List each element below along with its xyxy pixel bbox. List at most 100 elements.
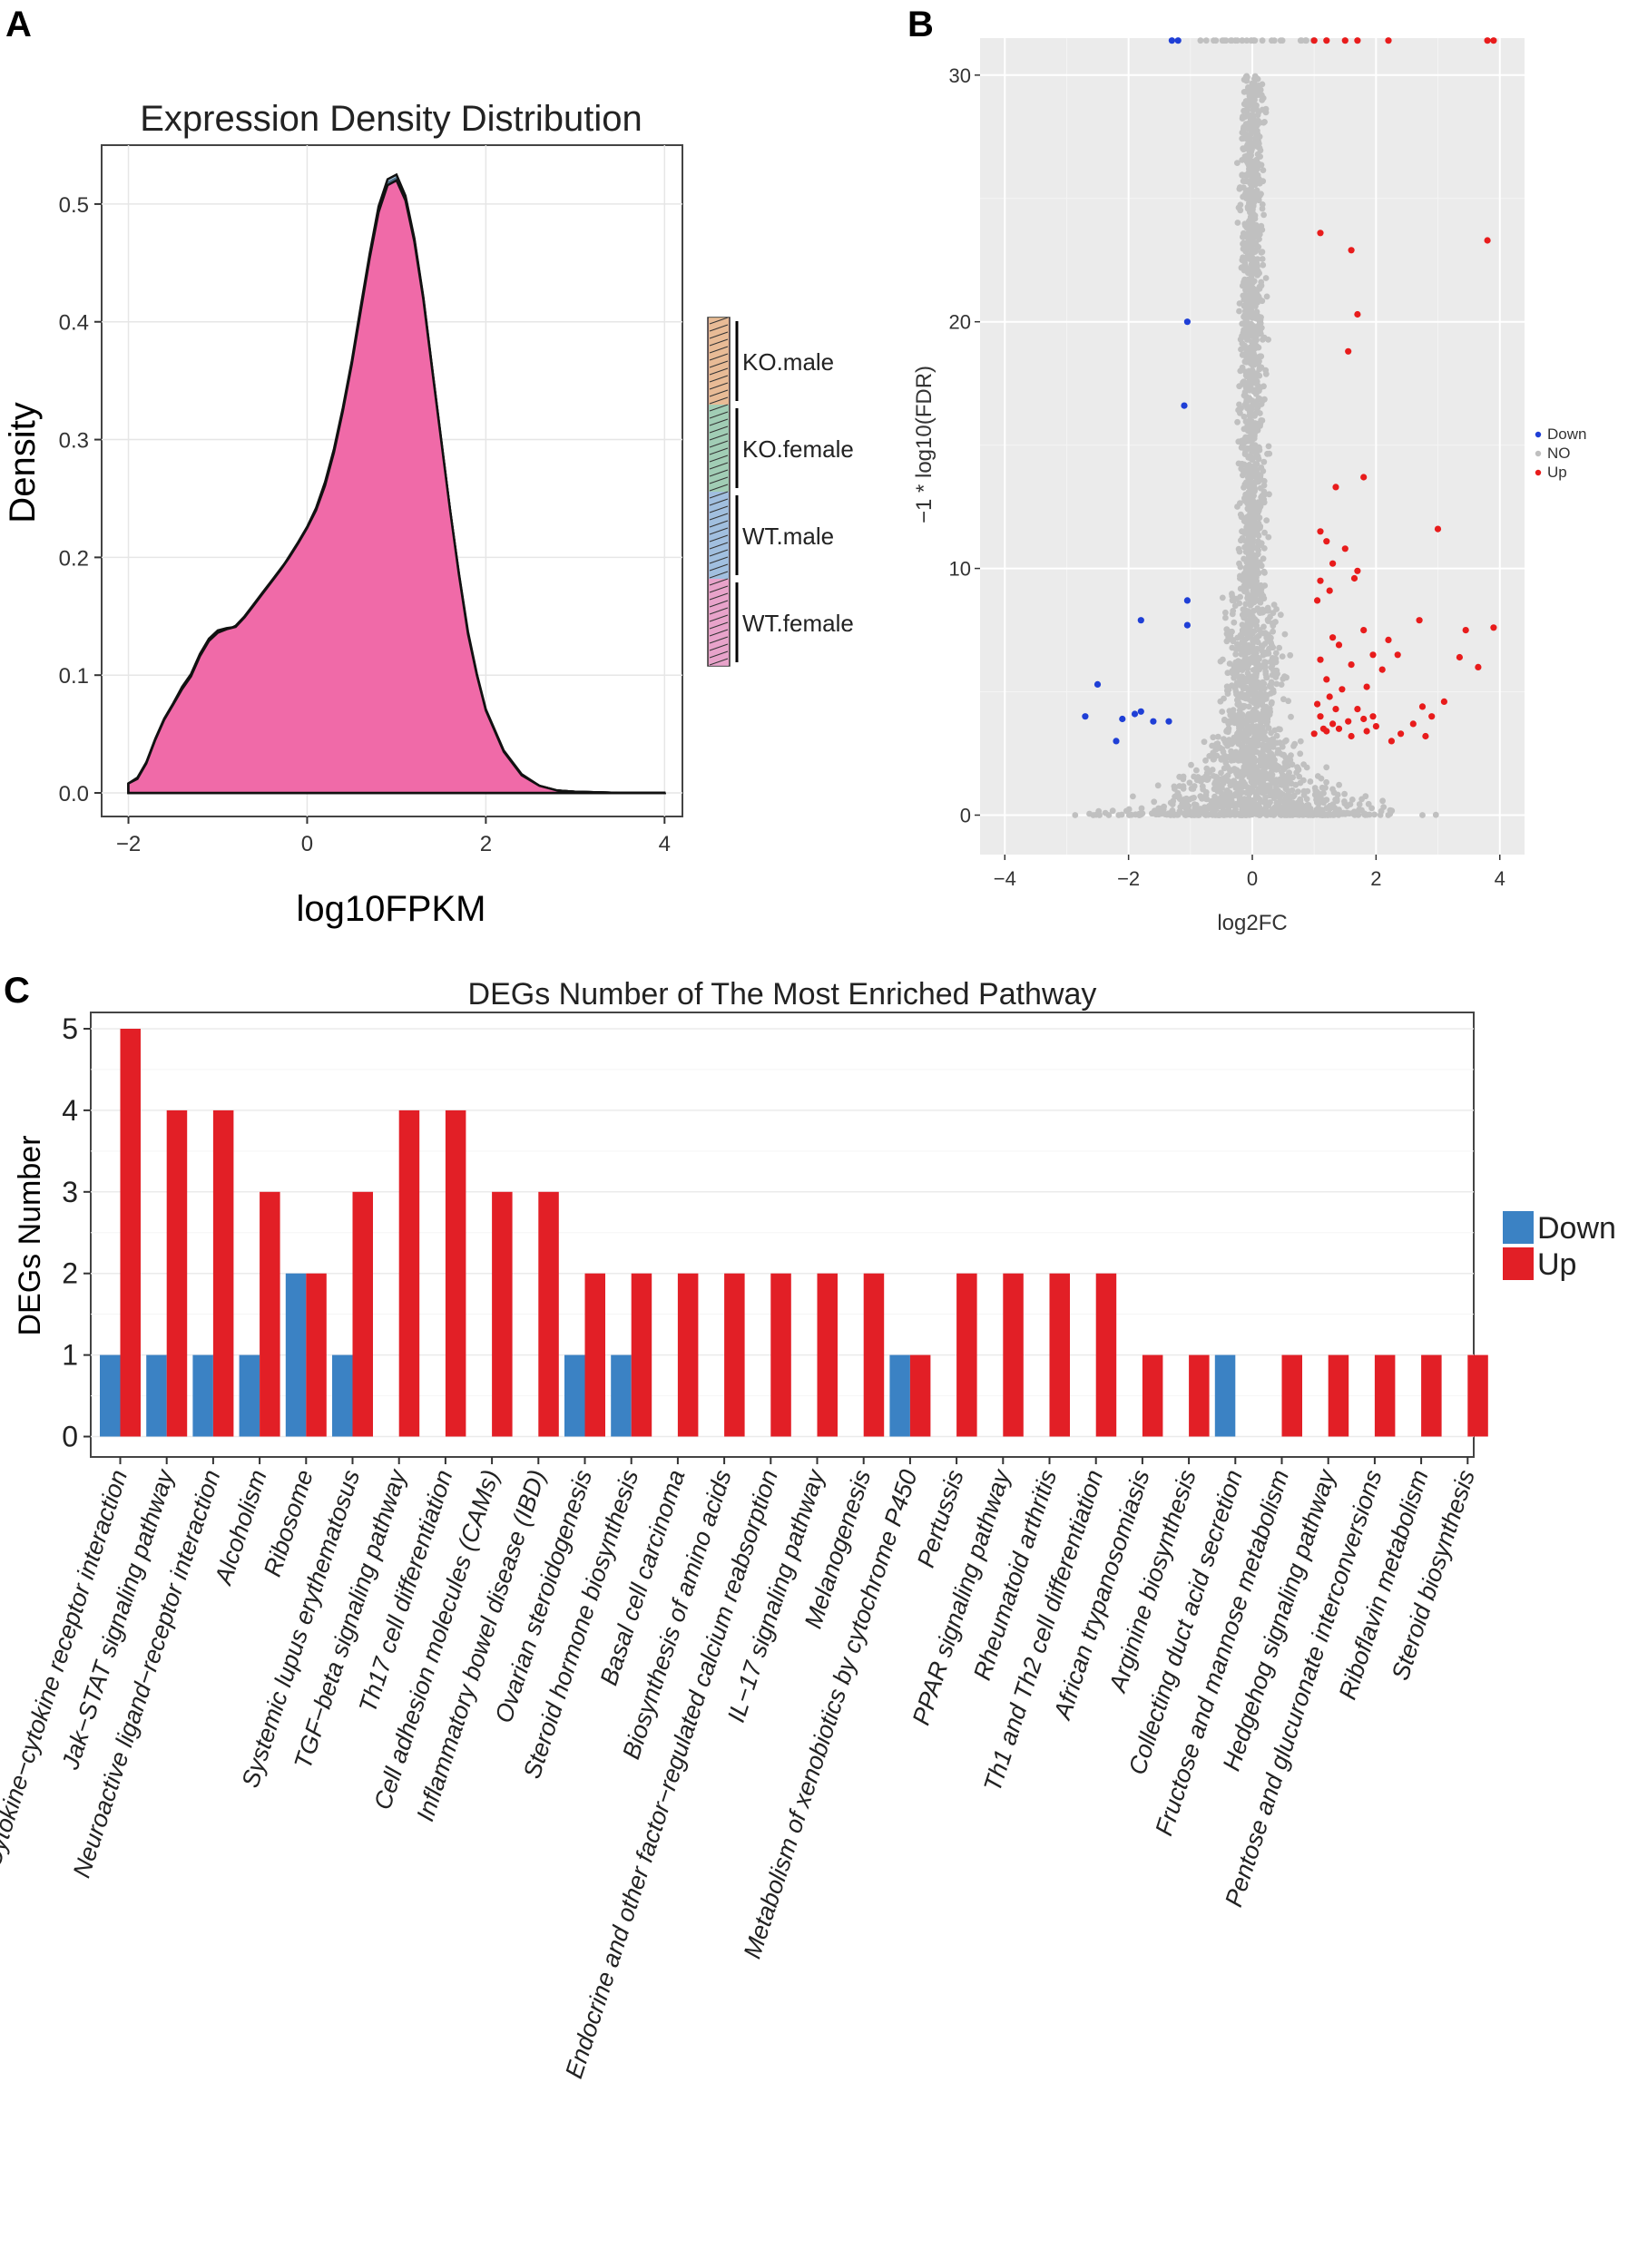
volcano-point-no (1241, 588, 1248, 595)
panel-a-legend-label: WT.female (742, 610, 854, 637)
volcano-point-no (1224, 742, 1231, 749)
volcano-point-up (1317, 577, 1324, 584)
volcano-point-no (1249, 567, 1255, 574)
volcano-point-no (1223, 787, 1230, 794)
volcano-point-no (1244, 479, 1250, 486)
volcano-point-no (1256, 700, 1262, 708)
volcano-point-no (1387, 810, 1394, 817)
volcano-point-no (1252, 390, 1260, 397)
volcano-point-up (1345, 718, 1352, 725)
panel-a-legend-hatch (709, 433, 729, 441)
volcano-point-no (1254, 323, 1261, 330)
panel-b-x-tick-label: 0 (1247, 867, 1258, 890)
volcano-point-no (1240, 472, 1246, 479)
volcano-point-no (1241, 764, 1248, 770)
volcano-point-no (1268, 811, 1275, 818)
volcano-point-no (1220, 755, 1226, 762)
volcano-point-no (1263, 772, 1270, 779)
volcano-point-no (1278, 768, 1285, 776)
panel-a-legend-hatch (709, 360, 729, 368)
volcano-point-no (1300, 761, 1307, 767)
volcano-point-down (1119, 715, 1126, 723)
volcano-point-no (1255, 597, 1262, 604)
volcano-point-no (1250, 667, 1257, 673)
volcano-point-no (1273, 799, 1280, 807)
volcano-point-no (1250, 807, 1257, 815)
volcano-point-up (1369, 651, 1377, 659)
volcano-point-no (1239, 157, 1246, 163)
volcano-point-no (1255, 606, 1262, 613)
volcano-point-no (1241, 806, 1249, 813)
volcano-point-no (1238, 679, 1245, 686)
panel-a-legend-hatch (709, 346, 729, 354)
volcano-point-no (1247, 679, 1254, 686)
panel-b-legend-label: Down (1547, 425, 1586, 443)
volcano-point-no (1241, 798, 1249, 805)
volcano-point-no (1248, 455, 1255, 463)
volcano-point-no (1247, 582, 1254, 589)
volcano-point-no (1190, 786, 1197, 792)
volcano-point-up (1310, 37, 1318, 44)
volcano-point-no (1242, 73, 1250, 81)
volcano-point-no (1258, 464, 1265, 471)
volcano-point-no (1249, 750, 1256, 758)
volcano-point-no (1210, 734, 1217, 741)
volcano-point-no (1254, 478, 1261, 484)
volcano-point-no (1267, 799, 1273, 806)
panel-b-y-tick-label: 0 (960, 804, 971, 826)
volcano-point-no (1243, 354, 1250, 361)
panel-a-legend-hatch (709, 338, 729, 347)
volcano-point-no (1253, 645, 1260, 652)
panel-a-legend-swatch (709, 405, 729, 492)
volcano-point-no (1270, 755, 1277, 762)
volcano-point-no (1274, 749, 1281, 757)
panel-a-title: Expression Density Distribution (140, 99, 642, 139)
volcano-point-no (1208, 810, 1215, 817)
volcano-point-no (1245, 552, 1252, 559)
volcano-point-no (1245, 561, 1252, 567)
volcano-point-up (1416, 617, 1423, 624)
panel-a-legend-hatch (709, 542, 729, 550)
panel-c-y-tick-label: 3 (62, 1176, 78, 1208)
volcano-point-no (1236, 702, 1242, 709)
panel-b-significant-points (1082, 37, 1497, 745)
panel-a-legend-hatch (709, 353, 729, 361)
volcano-point-no (1237, 802, 1243, 808)
panel-a-legend-hatch (709, 404, 729, 412)
volcano-point-no (1259, 256, 1266, 262)
panel-a-x-tick-label: 2 (480, 832, 492, 856)
volcano-point-no (1222, 798, 1229, 806)
volcano-point-no (1155, 805, 1162, 812)
bar-up (1003, 1273, 1024, 1437)
panel-a-legend-swatch (709, 492, 729, 579)
volcano-point-no (1244, 618, 1251, 624)
panel-c-title: DEGs Number of The Most Enriched Pathway (468, 977, 1097, 1012)
bar-down (611, 1354, 632, 1437)
volcano-point-no (1205, 775, 1211, 781)
volcano-point-no (1257, 317, 1264, 323)
volcano-point-no (1242, 695, 1250, 702)
volcano-point-no (1194, 774, 1201, 780)
volcano-point-no (1221, 793, 1228, 800)
bar-up (584, 1273, 605, 1437)
volcano-point-no (1252, 266, 1260, 272)
volcano-point-no (1217, 698, 1224, 705)
panel-a-legend-hatch (709, 636, 729, 644)
volcano-point-no (1239, 37, 1246, 44)
volcano-point-no (1320, 799, 1327, 807)
panel-c-y-tick-label: 4 (62, 1094, 78, 1127)
volcano-point-no (1241, 113, 1249, 121)
volcano-point-no (1295, 788, 1301, 795)
volcano-point-no (1253, 420, 1260, 427)
volcano-point-up (1354, 567, 1361, 574)
panel-a-x-tick-label: 4 (659, 832, 671, 856)
panel-b-legend-key (1535, 469, 1542, 476)
volcano-point-no (1243, 424, 1250, 430)
volcano-point-no (1264, 604, 1271, 611)
panel-c-bar-chart: DEGs Number of The Most Enriched Pathway… (0, 977, 1616, 2082)
volcano-point-no (1231, 777, 1238, 785)
volcano-point-no (1246, 295, 1253, 301)
volcano-point-no (1419, 812, 1426, 818)
volcano-point-no (1245, 84, 1251, 91)
volcano-point-no (1288, 713, 1294, 720)
